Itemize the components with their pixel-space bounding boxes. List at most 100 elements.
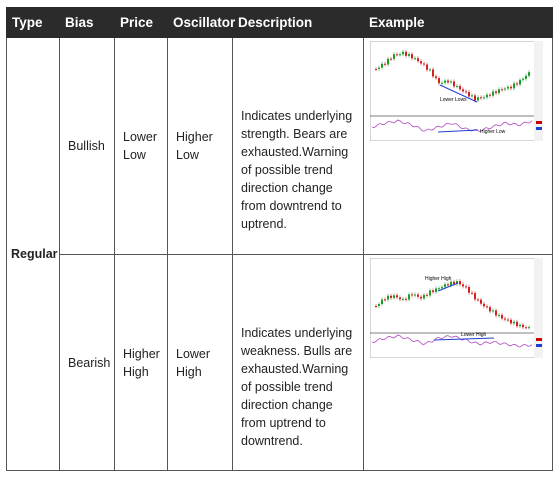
- candle-body: [510, 319, 512, 324]
- candle-body: [435, 76, 437, 79]
- candle-body: [477, 97, 479, 101]
- oscillator-line: Lower: [176, 346, 211, 361]
- candle-body: [432, 290, 434, 293]
- oscillator-bullish: Higher Low: [167, 37, 233, 255]
- candle-body: [423, 63, 425, 65]
- candle-body: [483, 97, 485, 99]
- price-line: Lower: [123, 130, 158, 144]
- type-regular: Regular: [6, 37, 60, 471]
- candle-body: [435, 288, 437, 293]
- candle-body: [495, 91, 497, 94]
- candle-body: [480, 97, 482, 99]
- candle-body: [396, 295, 398, 298]
- candle-body: [420, 61, 422, 64]
- table-row-bearish: Bearish Higher High Lower High Indicates…: [7, 254, 553, 471]
- candle-body: [519, 324, 521, 327]
- candle-body: [441, 287, 443, 289]
- candle-body: [414, 58, 416, 60]
- header-example: Example: [363, 7, 553, 38]
- candle-body: [477, 299, 479, 301]
- candle-body: [525, 327, 527, 329]
- candle-body: [399, 54, 401, 56]
- price-line: Low: [123, 148, 146, 162]
- candle-body: [438, 288, 440, 290]
- description-line: of possible trend: [241, 163, 333, 177]
- candle-body: [474, 95, 476, 101]
- header-price: Price: [114, 7, 168, 38]
- candle-body: [456, 86, 458, 88]
- candle-body: [507, 86, 509, 89]
- candle-body: [462, 284, 464, 287]
- candle-body: [390, 58, 392, 60]
- candle-body: [402, 51, 404, 55]
- candle-body: [516, 83, 518, 85]
- description-line: Indicates underlying: [241, 109, 353, 123]
- candle-body: [408, 54, 410, 56]
- candle-body: [375, 306, 377, 307]
- candle-body: [378, 67, 380, 69]
- candle-body: [471, 292, 473, 294]
- oscillator-annotation: Higher Low: [480, 129, 506, 135]
- candle-body: [420, 296, 422, 299]
- description-line: of possible trend: [241, 379, 333, 394]
- candle-body: [492, 310, 494, 312]
- candle-body: [513, 83, 515, 89]
- candle-body: [498, 314, 500, 316]
- oscillator-annotation: Lower High: [461, 332, 487, 338]
- price-annotation: Lower Lows: [440, 97, 467, 103]
- description-line: Indicates underlying: [241, 325, 353, 340]
- description-line: weakness. Bulls are: [241, 343, 353, 358]
- candle-body: [429, 69, 431, 71]
- candle-body: [450, 81, 452, 83]
- candle-body: [426, 294, 428, 296]
- candle-body: [528, 72, 530, 76]
- price-trendline: [437, 282, 459, 292]
- candle-body: [522, 324, 524, 328]
- price-line: Higher: [123, 346, 160, 361]
- candle-body: [450, 281, 452, 286]
- price-annotation: Higher High: [425, 276, 452, 282]
- candle-body: [453, 81, 455, 87]
- candle-body: [438, 78, 440, 84]
- candle-body: [381, 299, 383, 305]
- bias-bullish: Bullish: [59, 37, 115, 255]
- price-bullish: Lower Low: [114, 37, 168, 255]
- candle-body: [525, 75, 527, 79]
- header-type: Type: [6, 7, 60, 38]
- header-bias: Bias: [59, 7, 115, 38]
- candle-body: [381, 63, 383, 68]
- candle-body: [465, 91, 467, 93]
- divergence-table: Type Bias Price Oscillator Description E…: [6, 7, 553, 471]
- candle-body: [405, 51, 407, 56]
- header-oscillator: Oscillator: [167, 7, 235, 38]
- description-line: strength. Bears are: [241, 127, 348, 141]
- oscillator-line-plot: [371, 119, 533, 133]
- candle-body: [447, 80, 449, 83]
- candle-body: [384, 63, 386, 65]
- description-line: uptrend.: [241, 217, 287, 231]
- candle-body: [501, 89, 503, 91]
- description-bearish: Indicates underlying weakness. Bulls are…: [232, 254, 364, 471]
- description-line: from downtrend to: [241, 199, 342, 213]
- oscillator-line: Higher: [176, 130, 213, 144]
- candle-body: [495, 310, 497, 316]
- candle-body: [468, 286, 470, 293]
- candle-body: [471, 95, 473, 97]
- candle-body: [522, 78, 524, 80]
- candle-body: [486, 94, 488, 98]
- oscillator-trendline: [437, 129, 479, 133]
- example-bullish: Lower Lows Higher Low: [363, 37, 553, 255]
- price-line: High: [123, 364, 149, 379]
- candle-body: [519, 79, 521, 85]
- candle-body: [447, 284, 449, 286]
- candle-body: [417, 58, 419, 62]
- description-line: exhausted.Warning: [241, 145, 349, 159]
- candle-body: [429, 290, 431, 296]
- candle-body: [387, 295, 389, 300]
- candle-body: [483, 303, 485, 307]
- candle-body: [474, 293, 476, 300]
- candle-body: [528, 327, 530, 329]
- oscillator-line: High: [176, 364, 202, 379]
- candle-body: [432, 69, 434, 77]
- candle-body: [411, 294, 413, 296]
